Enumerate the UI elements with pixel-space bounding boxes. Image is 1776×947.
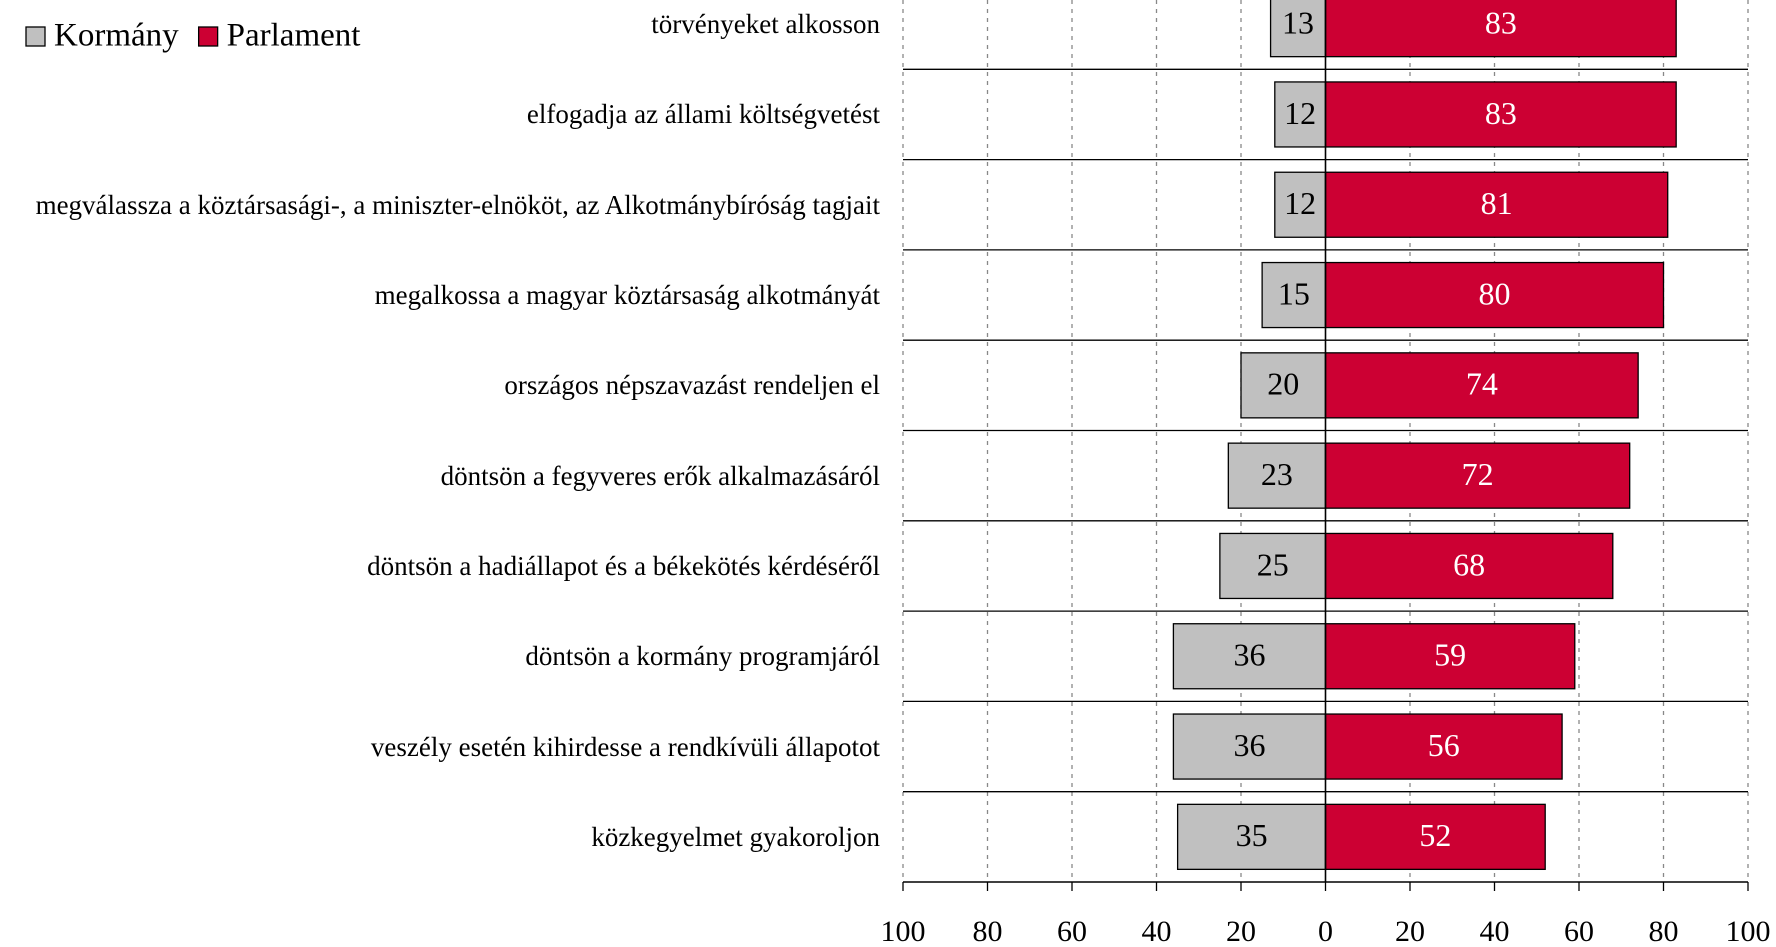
x-tick-label: 80 xyxy=(1649,915,1679,947)
x-tick-label: 0 xyxy=(1318,915,1333,947)
data-label: 12 xyxy=(1284,185,1316,221)
bar xyxy=(1324,803,1546,871)
data-label: 59 xyxy=(1434,637,1466,673)
data-label: 13 xyxy=(1282,4,1314,40)
bar xyxy=(1324,81,1677,148)
x-tick-label: 60 xyxy=(1057,915,1087,947)
x-tick-label: 20 xyxy=(1226,915,1256,947)
legend-label: Kormány xyxy=(54,18,179,54)
x-tick-label: 20 xyxy=(1395,915,1425,947)
category-label: veszély esetén kihirdesse a rendkívüli á… xyxy=(370,731,880,762)
category-label: elfogadja az állami költségvetést xyxy=(526,99,880,130)
data-label: 72 xyxy=(1462,456,1494,492)
data-label: 81 xyxy=(1481,185,1513,221)
data-label: 74 xyxy=(1466,366,1498,402)
data-label: 80 xyxy=(1479,275,1511,311)
x-tick-label: 80 xyxy=(973,915,1003,947)
data-label: 25 xyxy=(1257,546,1289,582)
data-label: 56 xyxy=(1428,727,1460,763)
category-label: döntsön a hadiállapot és a békekötés kér… xyxy=(367,550,880,581)
bar xyxy=(1172,623,1327,690)
category-label: döntsön a kormány programjáról xyxy=(525,641,880,672)
bar xyxy=(1176,803,1327,871)
bar xyxy=(1324,442,1631,509)
bar xyxy=(1227,442,1327,509)
data-label: 20 xyxy=(1267,366,1299,402)
category-label: megválassza a köztársasági-, a miniszter… xyxy=(35,189,880,220)
data-label: 12 xyxy=(1284,95,1316,131)
data-label: 83 xyxy=(1485,95,1517,131)
data-label: 68 xyxy=(1453,546,1485,582)
category-label: országos népszavazást rendeljen el xyxy=(504,370,880,401)
x-tick-label: 60 xyxy=(1564,915,1594,947)
bar xyxy=(1324,171,1669,238)
category-label: megalkossa a magyar köztársaság alkotmán… xyxy=(374,280,880,311)
bar xyxy=(1261,261,1327,329)
data-label: 83 xyxy=(1485,4,1517,40)
x-tick-label: 40 xyxy=(1480,915,1510,947)
bar xyxy=(1324,713,1563,780)
data-label: 23 xyxy=(1261,456,1293,492)
bar xyxy=(1324,261,1665,329)
bar xyxy=(1172,713,1327,780)
bar xyxy=(1324,532,1614,600)
data-label: 36 xyxy=(1233,727,1265,763)
category-label: közkegyelmet gyakoroljon xyxy=(591,821,880,852)
legend-swatch xyxy=(25,26,46,47)
data-label: 52 xyxy=(1419,817,1451,853)
data-label: 36 xyxy=(1233,637,1265,673)
category-label: törvényeket alkosson xyxy=(651,9,880,40)
x-tick-label: 100 xyxy=(1726,915,1771,947)
x-tick-label: 40 xyxy=(1142,915,1172,947)
bar xyxy=(1274,81,1327,148)
x-tick-label: 100 xyxy=(881,915,926,947)
category-label: döntsön a fegyveres erők alkalmazásáról xyxy=(440,460,880,491)
data-label: 15 xyxy=(1278,275,1310,311)
bar xyxy=(1269,0,1327,58)
legend-swatch xyxy=(197,26,219,47)
bar xyxy=(1219,532,1327,600)
bar xyxy=(1274,171,1327,238)
legend-label: Parlament xyxy=(227,18,361,54)
bar xyxy=(1324,0,1677,58)
data-label: 35 xyxy=(1236,817,1268,853)
